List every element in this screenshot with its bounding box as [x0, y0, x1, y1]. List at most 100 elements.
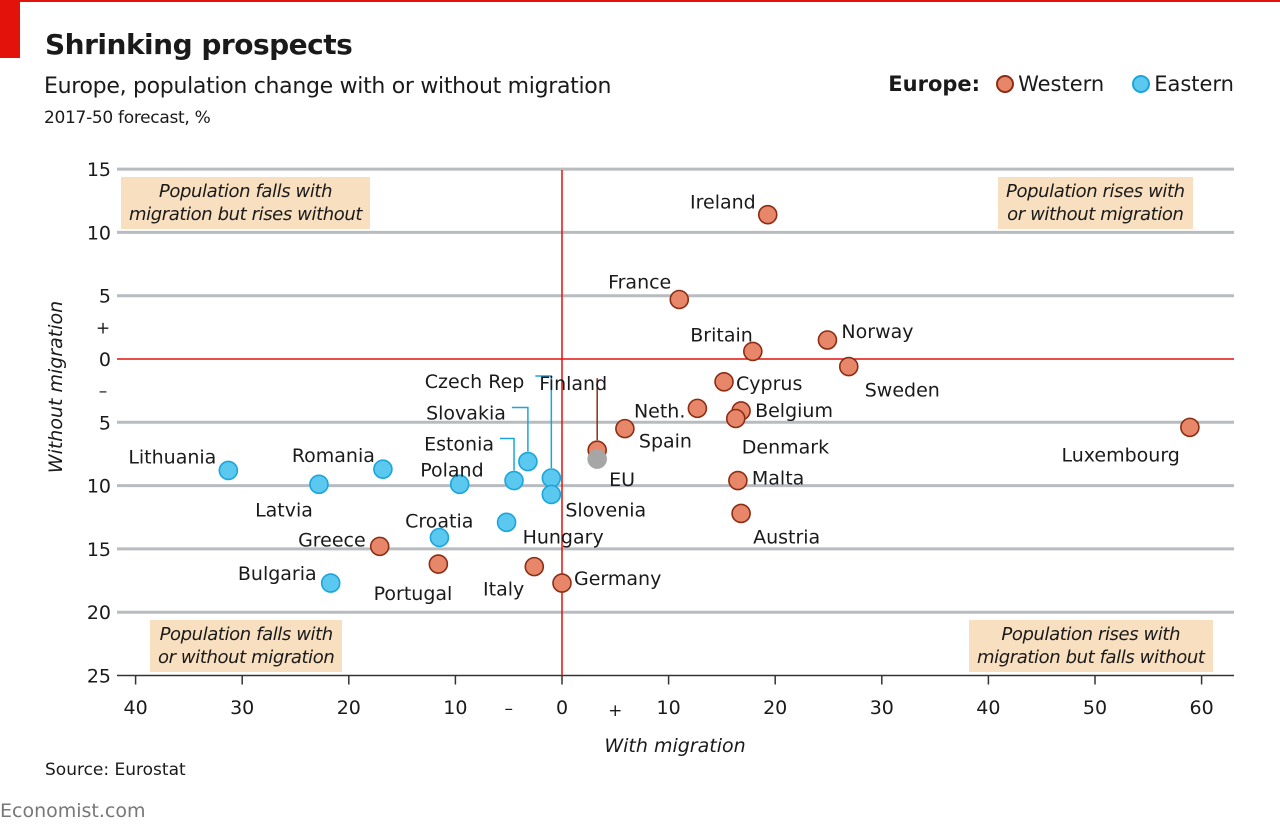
y-tick-label: 15 [87, 539, 111, 561]
leader-line [535, 375, 553, 469]
quadrant-label-bottom-left: Population falls with or without migrati… [150, 620, 343, 672]
y-tick-label: 20 [87, 602, 111, 624]
point-label: Neth. [634, 400, 685, 422]
point-label: Ireland [690, 192, 756, 214]
point-label: Czech Rep [425, 371, 525, 393]
x-sign-negative: – [504, 699, 513, 719]
point-label: Belgium [755, 400, 833, 422]
point-label: Hungary [523, 526, 604, 548]
legend: Europe: Western Eastern [888, 72, 1234, 96]
y-tick-label: 5 [99, 286, 111, 308]
chart-units: 2017-50 forecast, % [44, 108, 211, 128]
leader-line [511, 406, 529, 452]
point-label: Poland [420, 459, 483, 481]
quadrant-text: Population falls with [159, 624, 334, 645]
quadrant-label-top-right: Population rises with or without migrati… [998, 177, 1193, 229]
point-label: Italy [483, 579, 524, 601]
point-label: Croatia [405, 511, 473, 533]
legend-item-eastern: Eastern [1132, 72, 1234, 96]
point-spain [615, 418, 635, 439]
point-austria [731, 503, 751, 524]
y-tick-label: 5 [99, 412, 111, 434]
point-lithuania [218, 460, 239, 481]
x-tick-label: 0 [556, 697, 568, 719]
point-neth [687, 398, 708, 419]
y-sign-positive: + [96, 318, 110, 338]
point-label: Estonia [424, 434, 494, 456]
point-label: Romania [292, 445, 375, 467]
point-label: EU [609, 469, 635, 491]
point-label: France [608, 271, 671, 293]
y-tick-label: 0 [99, 349, 111, 371]
x-sign-positive: + [608, 701, 622, 721]
point-sweden [838, 356, 859, 377]
legend-item-label: Western [1018, 72, 1105, 96]
point-luxembourg [1180, 417, 1200, 438]
x-tick-label: 30 [230, 697, 254, 719]
x-tick-label: 40 [124, 697, 148, 719]
leader-line [500, 437, 515, 471]
point-estonia [504, 470, 524, 491]
point-denmark [725, 408, 746, 429]
y-sign-negative: – [99, 382, 108, 402]
eastern-marker-icon [1132, 75, 1151, 93]
point-norway [817, 330, 838, 350]
legend-label: Europe: [888, 72, 981, 96]
point-label: Spain [639, 431, 692, 453]
x-tick-label: 30 [870, 697, 894, 719]
point-label: Slovenia [565, 499, 646, 521]
point-label: Slovakia [426, 403, 506, 425]
point-czech-rep [541, 468, 562, 488]
point-label: Portugal [374, 583, 453, 605]
point-eu [587, 449, 607, 469]
chart-title: Shrinking prospects [45, 28, 353, 61]
point-label: Denmark [742, 437, 829, 459]
chart-subtitle: Europe, population change with or withou… [44, 74, 612, 99]
point-label: Luxembourg [1061, 444, 1179, 466]
brand-link[interactable]: Economist.com [0, 800, 146, 822]
point-malta [728, 470, 748, 491]
point-croatia [429, 527, 450, 548]
point-label: Germany [574, 568, 661, 590]
point-slovenia [541, 484, 562, 505]
x-tick-label: 60 [1190, 697, 1214, 719]
point-label: Sweden [865, 380, 940, 402]
y-tick-label: 15 [87, 159, 111, 181]
point-poland [449, 474, 470, 495]
point-label: Norway [841, 321, 913, 343]
x-tick-label: 10 [443, 697, 467, 719]
quadrant-text: or without migration [158, 647, 335, 668]
point-label: Britain [690, 324, 753, 346]
point-label: Bulgaria [238, 563, 317, 585]
quadrant-label-top-left: Population falls with migration but rise… [121, 177, 371, 229]
x-tick-label: 50 [1083, 697, 1107, 719]
y-tick-label: 10 [87, 476, 111, 498]
quadrant-text: migration but falls without [977, 647, 1205, 668]
quadrant-label-bottom-right: Population rises with migration but fall… [969, 620, 1213, 672]
point-label: Lithuania [128, 446, 216, 468]
top-rule [0, 0, 1280, 2]
x-tick-label: 20 [337, 697, 361, 719]
point-italy [524, 556, 545, 577]
point-germany [552, 573, 572, 593]
source-note: Source: Eurostat [45, 760, 186, 780]
point-label: Finland [539, 373, 607, 395]
point-label: Austria [753, 526, 820, 548]
quadrant-text: migration but rises without [129, 204, 363, 225]
legend-item-label: Eastern [1154, 72, 1234, 96]
point-bulgaria [320, 573, 341, 593]
point-ireland [757, 204, 778, 225]
point-latvia [309, 474, 329, 495]
quadrant-text: Population rises with [1006, 181, 1185, 202]
western-marker-icon [996, 75, 1015, 93]
point-label: Cyprus [736, 373, 802, 395]
point-britain [743, 341, 763, 362]
point-slovakia [518, 451, 538, 472]
x-tick-label: 20 [763, 697, 787, 719]
point-romania [373, 459, 393, 479]
y-tick-label: 10 [87, 222, 111, 244]
point-label: Greece [298, 529, 366, 551]
point-cyprus [714, 371, 734, 392]
quadrant-text: Population falls with [158, 181, 333, 202]
